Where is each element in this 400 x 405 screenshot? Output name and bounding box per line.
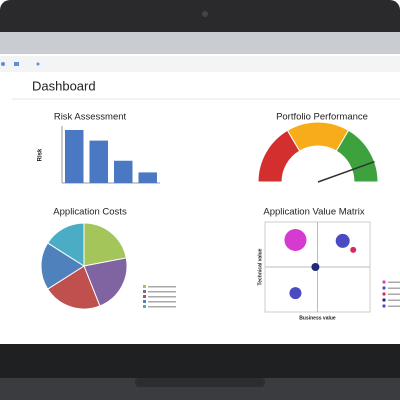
legend-swatch [143, 290, 146, 293]
bubble [289, 287, 302, 300]
bubble [350, 246, 357, 253]
gauge-needle [317, 160, 375, 183]
legend-dot [382, 304, 386, 308]
base-notch [135, 378, 265, 387]
browser-chrome [0, 32, 400, 54]
nav-home[interactable] [14, 62, 19, 66]
legend-swatch [143, 305, 146, 308]
legend-dot [382, 292, 386, 296]
page-title: Dashboard [32, 78, 96, 93]
bezel-bottom [0, 344, 400, 380]
bar [138, 172, 157, 183]
gauge-band [335, 129, 379, 183]
pie-slice [40, 242, 85, 290]
bar [89, 140, 108, 183]
pie-slice [83, 222, 127, 267]
bar [65, 130, 84, 183]
legend-dot [382, 286, 386, 290]
chart-title: Application Value Matrix [263, 207, 364, 218]
legend-text [148, 291, 176, 293]
pie-slice [83, 257, 128, 307]
nav-back[interactable] [1, 62, 5, 66]
laptop-base [0, 378, 400, 400]
y-axis-label: Technical value [257, 248, 263, 285]
legend-text [388, 281, 400, 283]
chart-title: Portfolio Performance [276, 112, 368, 123]
legend-text [388, 305, 400, 307]
legend-dot [382, 298, 386, 302]
legend-text [148, 296, 176, 298]
legend-swatch [143, 300, 146, 303]
legend-text [388, 299, 400, 301]
x-axis-label: Business value [299, 315, 336, 321]
bar [114, 160, 133, 183]
pie-slice [47, 222, 85, 267]
bubble [284, 229, 307, 251]
chart-title: Application Costs [53, 207, 127, 218]
pie-slice [47, 265, 101, 310]
legend-swatch [143, 285, 146, 288]
legend-text [388, 293, 400, 295]
camera [202, 11, 208, 17]
legend-text [148, 306, 176, 308]
bubble [311, 263, 320, 271]
legend-text [388, 287, 400, 289]
legend-text [148, 286, 176, 288]
toolbar [0, 56, 400, 72]
nav-forward[interactable] [36, 62, 40, 66]
legend-dot [382, 280, 386, 284]
legend-swatch [143, 295, 146, 298]
legend-text [148, 301, 176, 303]
chart-title: Risk Assessment [54, 112, 127, 123]
bubble [335, 233, 350, 248]
y-axis-label: Risk [38, 148, 44, 161]
